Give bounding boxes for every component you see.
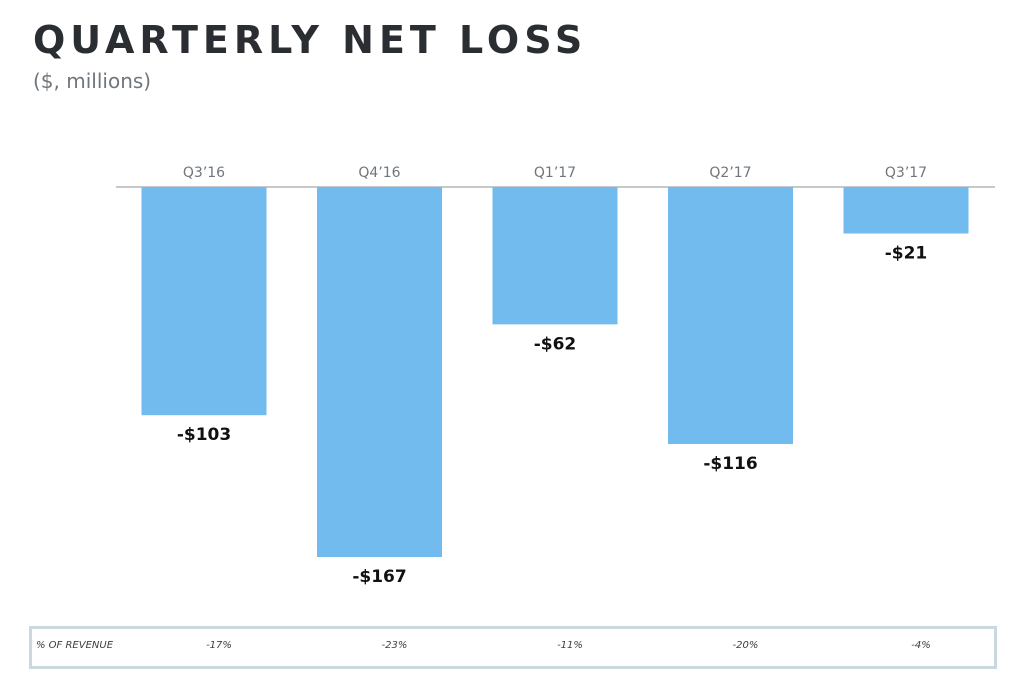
data-label: -$116 bbox=[703, 454, 757, 474]
percent-of-revenue-value: -11% bbox=[557, 640, 583, 651]
category-label: Q1’17 bbox=[534, 165, 576, 181]
percent-of-revenue-value: -20% bbox=[732, 640, 759, 651]
bar-3 bbox=[668, 187, 793, 445]
data-label: -$167 bbox=[352, 567, 406, 587]
percent-of-revenue-value: -23% bbox=[381, 640, 408, 651]
data-label: -$21 bbox=[885, 244, 928, 264]
category-label: Q4’16 bbox=[358, 165, 400, 181]
bar-1 bbox=[317, 187, 442, 557]
chart-title: QUARTERLY NET LOSS bbox=[33, 18, 588, 62]
bar-2 bbox=[492, 187, 618, 325]
category-label: Q3’16 bbox=[183, 165, 225, 181]
percent-of-revenue-label: % OF REVENUE bbox=[36, 640, 114, 651]
bar-chart: Q3’16 -$103 Q4’16 -$167 Q1’17 -$62 Q2’17 -$116 Q… bbox=[116, 165, 995, 587]
category-label: Q2’17 bbox=[709, 165, 751, 181]
percent-of-revenue-table: % OF REVENUE -17% -23% -11% -20% -4% bbox=[29, 626, 997, 669]
bar-0 bbox=[141, 187, 267, 416]
data-label: -$103 bbox=[177, 425, 231, 445]
chart-subtitle: ($, millions) bbox=[33, 69, 152, 93]
percent-of-revenue-value: -4% bbox=[911, 640, 931, 651]
category-label: Q3’17 bbox=[885, 165, 927, 181]
percent-of-revenue-value: -17% bbox=[206, 640, 232, 651]
bar-4 bbox=[843, 187, 969, 234]
data-label: -$62 bbox=[534, 334, 577, 354]
